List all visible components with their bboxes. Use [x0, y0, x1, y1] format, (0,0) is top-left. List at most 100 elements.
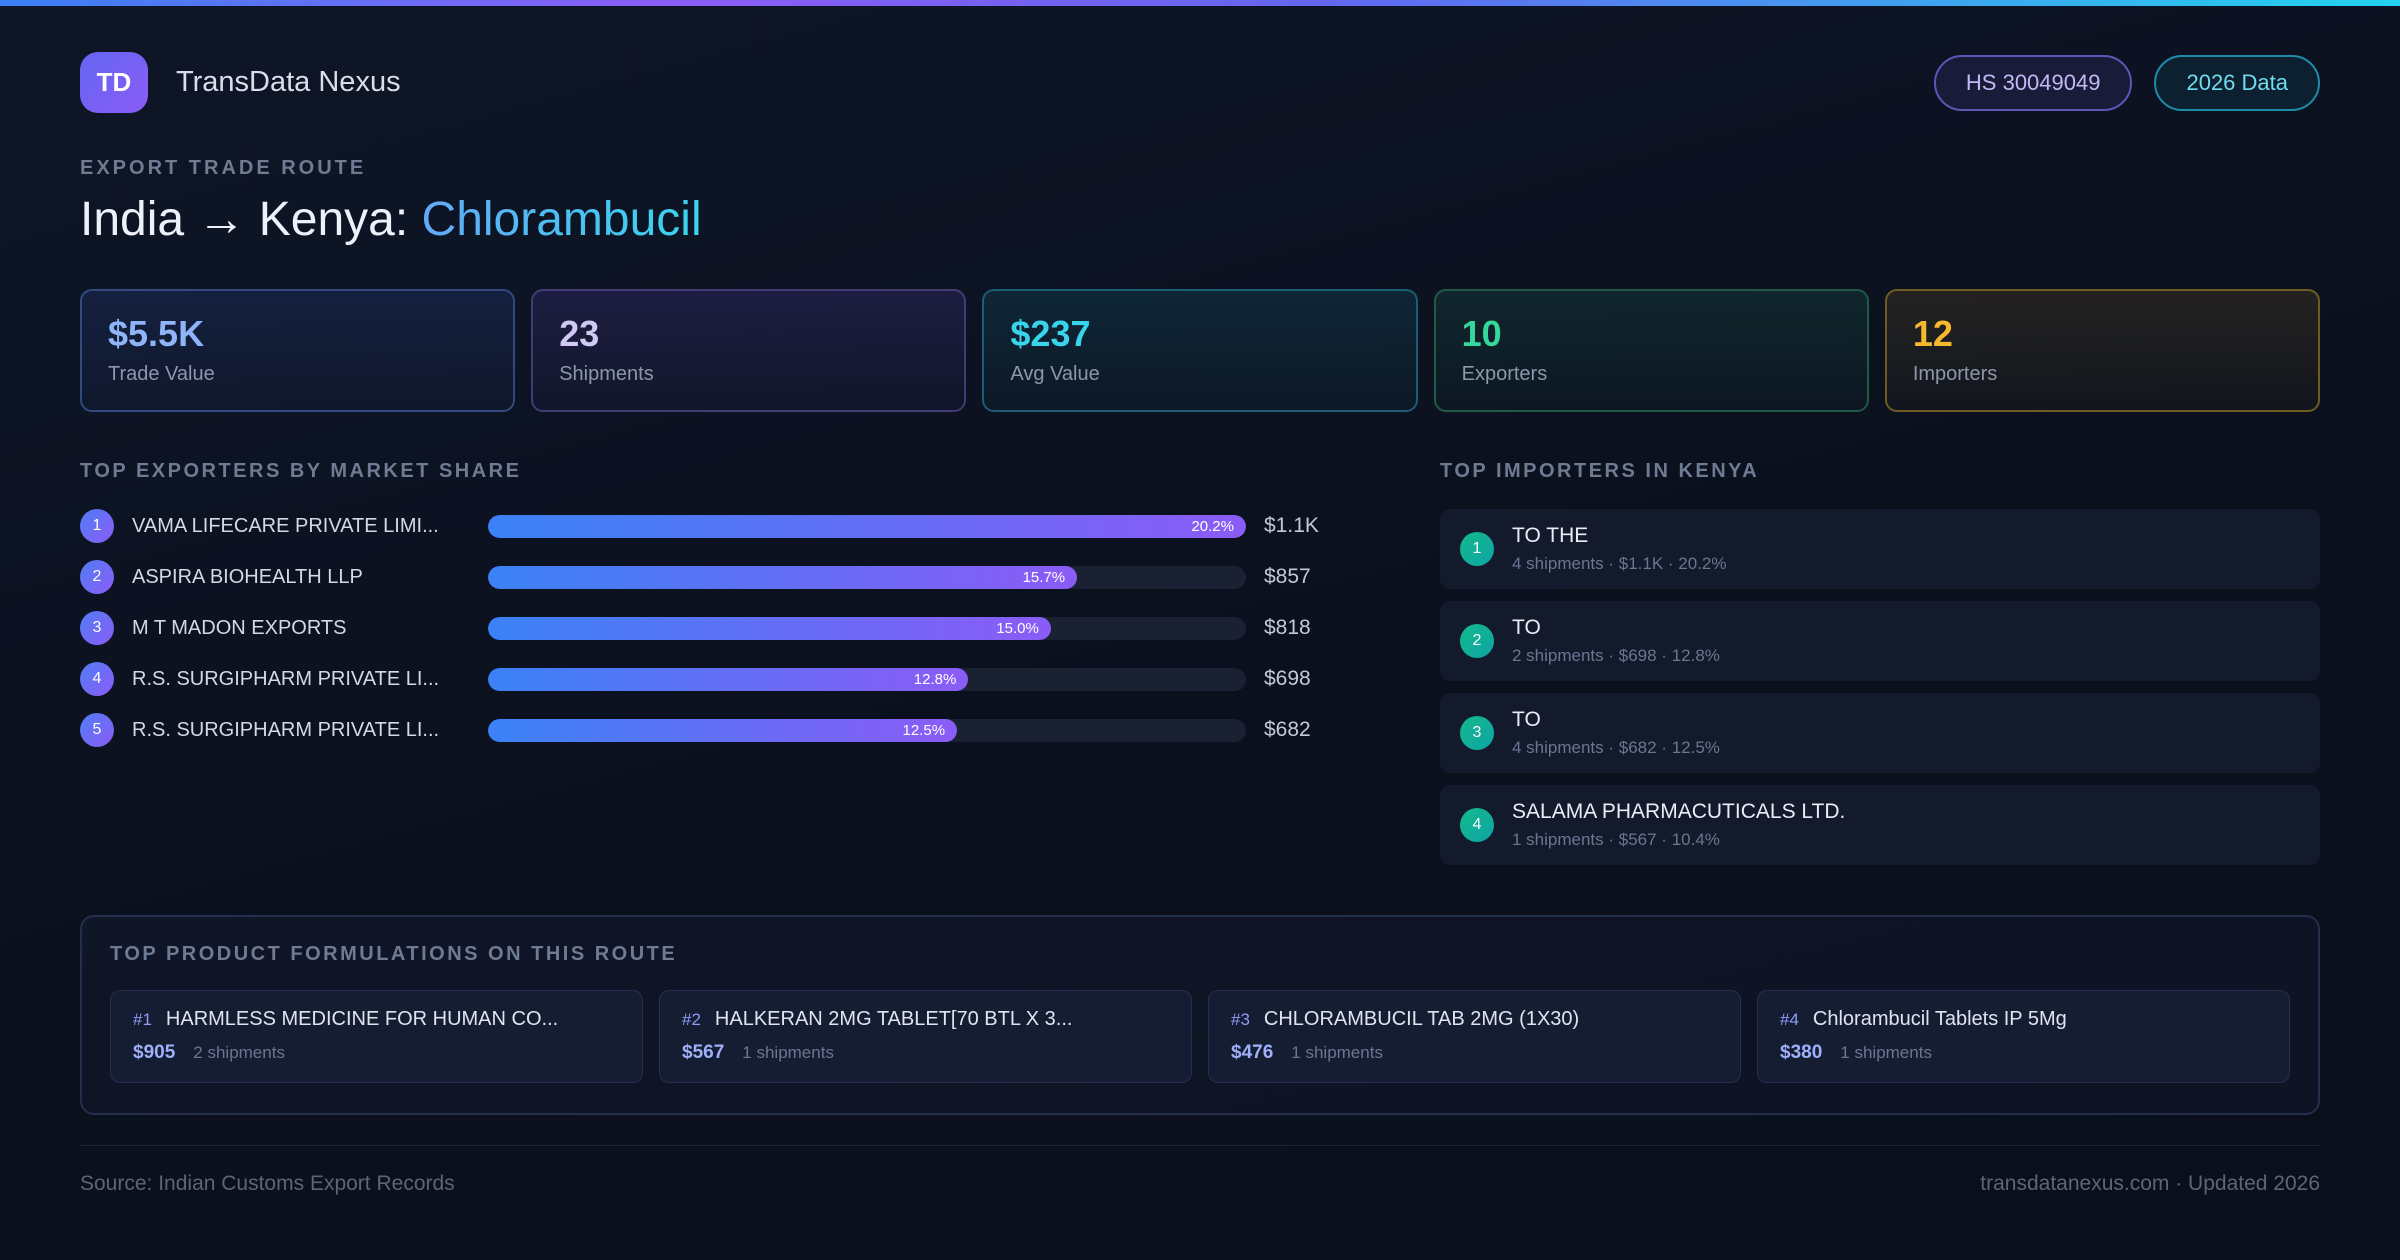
importers-section: TOP IMPORTERS IN KENYA 1 TO THE 4 shipme…	[1440, 460, 2320, 865]
formulation-price: $476	[1231, 1042, 1274, 1063]
rank-badge: 4	[80, 662, 114, 696]
importer-info: TO 4 shipments · $682 · 12.5%	[1512, 708, 1720, 758]
exporter-name: M T MADON EXPORTS	[132, 616, 347, 639]
formulation-name: CHLORAMBUCIL TAB 2MG (1X30)	[1263, 1008, 1580, 1030]
market-share-bar: 20.2%	[488, 514, 1246, 538]
importer-row[interactable]: 1 TO THE 4 shipments · $1.1K · 20.2%	[1440, 509, 2320, 589]
importer-name: SALAMA PHARMACUTICALS LTD.	[1512, 800, 1846, 823]
formulation-shipments: 1 shipments	[1840, 1043, 1932, 1062]
stat-value: 12	[1912, 313, 1953, 354]
rank-badge: 2	[80, 560, 114, 594]
footer-source: Source: Indian Customs Export Records	[80, 1172, 455, 1195]
stat-label: Trade Value	[108, 363, 215, 385]
stat-card-trade-value: $5.5K Trade Value	[80, 289, 516, 412]
main-columns: TOP EXPORTERS BY MARKET SHARE 1 VAMA LIF…	[80, 460, 2320, 865]
importer-details: 4 shipments · $1.1K · 20.2%	[1512, 554, 1727, 573]
exporter-value: $818	[1264, 616, 1311, 639]
importer-info: TO THE 4 shipments · $1.1K · 20.2%	[1512, 524, 1727, 574]
rank-badge: 1	[1460, 532, 1494, 566]
formulation-card[interactable]: #3 CHLORAMBUCIL TAB 2MG (1X30) $476 1 sh…	[1208, 990, 1741, 1083]
formulation-price: $567	[682, 1042, 725, 1063]
formulation-rank: #3	[1231, 1010, 1250, 1029]
exporter-name: ASPIRA BIOHEALTH LLP	[132, 565, 363, 588]
exporter-value: $1.1K	[1264, 514, 1319, 537]
market-share-bar: 12.8%	[488, 667, 969, 691]
market-share-bar: 12.5%	[488, 718, 958, 742]
market-share-bar-track: 15.0%	[488, 616, 1246, 640]
product-title: Chlorambucil	[421, 193, 702, 246]
header: TD TransData Nexus HS 30049049 2026 Data	[80, 52, 2320, 113]
page-container: TD TransData Nexus HS 30049049 2026 Data…	[0, 52, 2400, 1196]
importer-name: TO	[1512, 708, 1541, 731]
top-accent-bar	[0, 0, 2400, 6]
stat-value: 23	[559, 313, 600, 354]
formulation-shipments: 1 shipments	[1291, 1043, 1383, 1062]
header-badges: HS 30049049 2026 Data	[1933, 54, 2320, 111]
importer-info: SALAMA PHARMACUTICALS LTD. 1 shipments ·…	[1512, 800, 1845, 850]
formulations-list: #1 HARMLESS MEDICINE FOR HUMAN CO... $90…	[110, 990, 2290, 1083]
exporter-name: R.S. SURGIPHARM PRIVATE LI...	[132, 718, 440, 741]
footer-site-link[interactable]: transdatanexus.com · Updated 2026	[1980, 1172, 2320, 1195]
importers-heading: TOP IMPORTERS IN KENYA	[1440, 460, 1760, 482]
importer-name: TO	[1512, 616, 1541, 639]
importer-row[interactable]: 2 TO 2 shipments · $698 · 12.8%	[1440, 601, 2320, 681]
market-share-bar: 15.0%	[488, 616, 1051, 640]
formulation-price: $905	[133, 1042, 176, 1063]
page-title: India → Kenya: Chlorambucil	[80, 192, 2320, 247]
exporter-row[interactable]: 3 M T MADON EXPORTS 15.0% $818	[80, 611, 1348, 645]
exporter-row[interactable]: 2 ASPIRA BIOHEALTH LLP 15.7% $857	[80, 560, 1348, 594]
formulation-name: HARMLESS MEDICINE FOR HUMAN CO...	[165, 1008, 559, 1030]
exporter-name: R.S. SURGIPHARM PRIVATE LI...	[132, 667, 440, 690]
year-data-badge[interactable]: 2026 Data	[2154, 54, 2320, 111]
exporter-row[interactable]: 1 VAMA LIFECARE PRIVATE LIMI... 20.2% $1…	[80, 509, 1348, 543]
brand[interactable]: TD TransData Nexus	[80, 52, 401, 113]
importers-list: 1 TO THE 4 shipments · $1.1K · 20.2% 2 T…	[1440, 509, 2320, 865]
stat-label: Shipments	[559, 363, 654, 385]
exporter-value: $857	[1264, 565, 1311, 588]
stat-value: $5.5K	[108, 313, 205, 354]
importer-row[interactable]: 4 SALAMA PHARMACUTICALS LTD. 1 shipments…	[1440, 785, 2320, 865]
formulation-price: $380	[1780, 1042, 1823, 1063]
rank-badge: 3	[80, 611, 114, 645]
stat-label: Avg Value	[1010, 363, 1100, 385]
importer-info: TO 2 shipments · $698 · 12.8%	[1512, 616, 1720, 666]
market-share-bar: 15.7%	[488, 565, 1078, 589]
formulations-heading: TOP PRODUCT FORMULATIONS ON THIS ROUTE	[110, 943, 678, 965]
stat-label: Exporters	[1461, 363, 1548, 385]
importer-row[interactable]: 3 TO 4 shipments · $682 · 12.5%	[1440, 693, 2320, 773]
footer: Source: Indian Customs Export Records tr…	[80, 1145, 2320, 1196]
formulations-panel: TOP PRODUCT FORMULATIONS ON THIS ROUTE #…	[80, 915, 2320, 1115]
stat-card-shipments: 23 Shipments	[531, 289, 967, 412]
exporter-value: $698	[1264, 667, 1311, 690]
market-share-bar-track: 20.2%	[488, 514, 1246, 538]
hs-code-badge[interactable]: HS 30049049	[1933, 54, 2133, 111]
exporters-section: TOP EXPORTERS BY MARKET SHARE 1 VAMA LIF…	[80, 460, 1348, 747]
route-title: India → Kenya:	[80, 193, 422, 246]
brand-logo[interactable]: TD	[80, 52, 148, 113]
formulation-name: Chlorambucil Tablets IP 5Mg	[1812, 1008, 2067, 1030]
app-name: TransData Nexus	[176, 66, 401, 98]
formulation-name: HALKERAN 2MG TABLET[70 BTL X 3...	[714, 1008, 1073, 1030]
formulation-shipments: 2 shipments	[193, 1043, 285, 1062]
exporter-row[interactable]: 4 R.S. SURGIPHARM PRIVATE LI... 12.8% $6…	[80, 662, 1348, 696]
formulation-rank: #2	[682, 1010, 701, 1029]
page-eyebrow: EXPORT TRADE ROUTE	[80, 157, 367, 179]
importer-details: 4 shipments · $682 · 12.5%	[1512, 738, 1720, 757]
formulation-rank: #4	[1780, 1010, 1799, 1029]
rank-badge: 1	[80, 509, 114, 543]
formulation-rank: #1	[133, 1010, 152, 1029]
formulation-card[interactable]: #1 HARMLESS MEDICINE FOR HUMAN CO... $90…	[110, 990, 643, 1083]
rank-badge: 3	[1460, 716, 1494, 750]
stat-label: Importers	[1912, 363, 1998, 385]
market-share-bar-track: 12.5%	[488, 718, 1246, 742]
exporters-list: 1 VAMA LIFECARE PRIVATE LIMI... 20.2% $1…	[80, 509, 1348, 747]
stat-card-importers: 12 Importers	[1884, 289, 2321, 412]
exporters-heading: TOP EXPORTERS BY MARKET SHARE	[80, 460, 522, 482]
exporter-row[interactable]: 5 R.S. SURGIPHARM PRIVATE LI... 12.5% $6…	[80, 713, 1348, 747]
rank-badge: 4	[1460, 808, 1494, 842]
formulation-card[interactable]: #4 Chlorambucil Tablets IP 5Mg $380 1 sh…	[1757, 990, 2290, 1083]
importer-name: TO THE	[1512, 524, 1589, 547]
stat-value: 10	[1461, 313, 1502, 354]
formulation-card[interactable]: #2 HALKERAN 2MG TABLET[70 BTL X 3... $56…	[659, 990, 1192, 1083]
importer-details: 2 shipments · $698 · 12.8%	[1512, 646, 1720, 665]
